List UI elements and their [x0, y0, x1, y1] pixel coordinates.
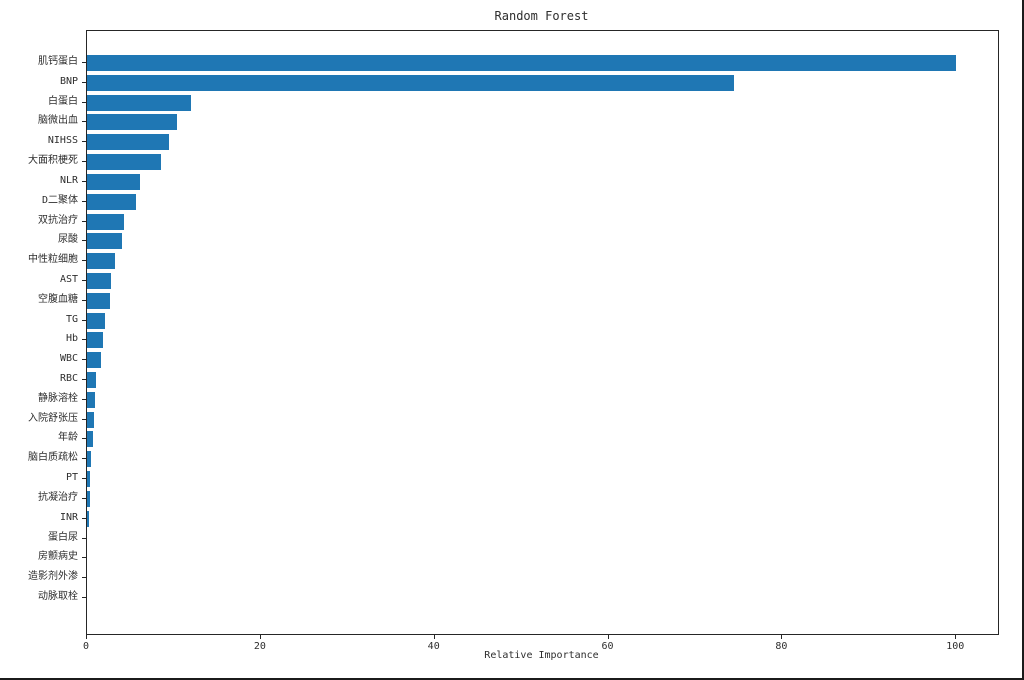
- bar-入院舒张压: [87, 411, 94, 428]
- category-label: BNP: [59, 75, 78, 87]
- category-label: 脑微出血: [38, 115, 78, 127]
- x-tick: [955, 635, 957, 639]
- y-tick: [82, 557, 86, 559]
- category-label: 动脉取栓: [38, 591, 78, 602]
- category-label: 空腹血糖: [38, 293, 78, 305]
- category-label: PT: [65, 472, 78, 484]
- category-label: 白蛋白: [48, 95, 78, 107]
- x-tick: [86, 635, 87, 639]
- x-tick: [433, 635, 435, 639]
- y-tick: [82, 497, 86, 499]
- x-tick-label: 20: [253, 641, 266, 652]
- y-tick: [82, 200, 86, 202]
- y-tick: [82, 299, 86, 301]
- bar-WBC: [87, 352, 101, 369]
- y-tick: [82, 81, 86, 83]
- y-tick: [82, 180, 86, 182]
- x-tick-label: 60: [601, 641, 614, 652]
- category-label: NIHSS: [47, 135, 78, 147]
- x-tick: [259, 635, 261, 639]
- category-label: 尿酸: [58, 234, 78, 246]
- plot-area: [86, 30, 999, 635]
- bar-大面积梗死: [87, 154, 161, 171]
- y-tick: [82, 418, 86, 420]
- y-tick: [82, 121, 86, 123]
- category-label: Hb: [65, 333, 78, 345]
- bar-Hb: [87, 332, 103, 349]
- y-tick: [82, 458, 86, 460]
- y-tick: [82, 438, 86, 440]
- category-label: 中性粒细胞: [28, 254, 78, 266]
- x-tick: [607, 635, 609, 639]
- y-tick: [82, 359, 86, 361]
- category-label: 双抗治疗: [38, 214, 78, 226]
- category-label: AST: [59, 273, 78, 285]
- category-label: WBC: [59, 353, 78, 365]
- bar-NIHSS: [87, 134, 169, 151]
- bar-PT: [87, 471, 91, 488]
- x-tick: [781, 635, 783, 639]
- y-tick: [82, 517, 86, 519]
- category-label: TG: [65, 313, 78, 325]
- category-label: RBC: [59, 373, 78, 385]
- category-label: 肌钙蛋白: [38, 56, 78, 67]
- y-tick: [82, 240, 86, 242]
- category-label: INR: [59, 511, 78, 523]
- y-tick: [82, 279, 86, 281]
- y-tick: [82, 339, 86, 341]
- bar-D二聚体: [87, 193, 136, 210]
- y-tick: [82, 101, 86, 103]
- category-label: 房颤病史: [38, 551, 78, 563]
- x-tick-label: 100: [946, 641, 965, 652]
- y-tick: [82, 319, 86, 321]
- y-tick: [82, 597, 86, 598]
- bar-年龄: [87, 431, 93, 448]
- bar-脑微出血: [87, 114, 177, 131]
- bar-TG: [87, 312, 106, 329]
- y-tick: [82, 260, 86, 262]
- bar-INR: [87, 510, 90, 527]
- category-label: D二聚体: [41, 194, 78, 206]
- category-label: NLR: [59, 174, 78, 186]
- x-tick-label: 0: [82, 641, 90, 652]
- x-tick-label: 80: [775, 641, 788, 652]
- category-label: 静脉溶栓: [38, 392, 78, 404]
- y-tick: [82, 398, 86, 400]
- bar-静脉溶栓: [87, 391, 96, 408]
- bar-RBC: [87, 372, 96, 389]
- bar-中性粒细胞: [87, 253, 115, 270]
- bar-肌钙蛋白: [87, 55, 957, 71]
- bar-脑白质疏松: [87, 451, 91, 468]
- category-label: 抗凝治疗: [38, 491, 78, 503]
- category-label: 脑白质疏松: [28, 452, 78, 464]
- bar-尿酸: [87, 233, 122, 250]
- y-tick: [82, 220, 86, 222]
- category-label: 蛋白尿: [48, 531, 78, 543]
- x-axis-label: Relative Importance: [484, 650, 599, 661]
- bar-AST: [87, 272, 112, 289]
- category-label: 年龄: [58, 432, 78, 444]
- y-tick: [82, 141, 86, 143]
- bar-双抗治疗: [87, 213, 124, 230]
- y-tick: [82, 379, 86, 381]
- bar-NLR: [87, 173, 141, 190]
- y-tick: [82, 161, 86, 163]
- category-label: 大面积梗死: [28, 155, 78, 167]
- x-tick-label: 40: [427, 641, 440, 652]
- chart-title: Random Forest: [494, 9, 589, 23]
- y-tick: [82, 62, 86, 63]
- bar-空腹血糖: [87, 292, 110, 309]
- y-tick: [82, 577, 86, 579]
- y-tick: [82, 478, 86, 480]
- category-label: 造影剂外渗: [28, 571, 78, 583]
- category-label: 入院舒张压: [28, 412, 78, 424]
- bar-BNP: [87, 74, 734, 91]
- bar-白蛋白: [87, 94, 192, 111]
- y-tick: [82, 537, 86, 539]
- bar-抗凝治疗: [87, 490, 90, 507]
